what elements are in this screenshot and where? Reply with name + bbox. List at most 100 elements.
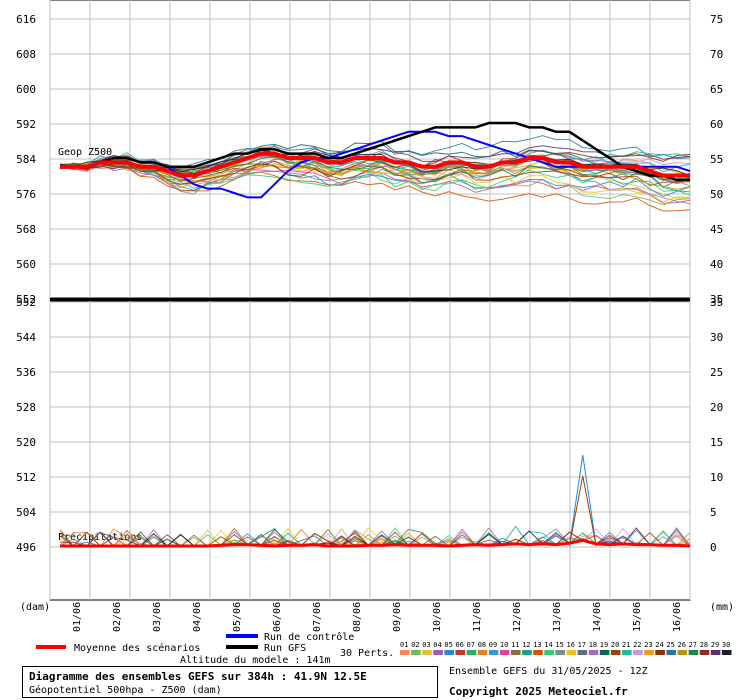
diagram-title: Diagramme des ensembles GEFS sur 384h : … bbox=[29, 670, 367, 683]
legend-pert-number: 06 bbox=[456, 641, 464, 649]
legend-pert-swatch bbox=[533, 650, 543, 655]
pert-line-top bbox=[59, 155, 691, 203]
precip-peak-line bbox=[568, 454, 597, 547]
legend-pert-number: 14 bbox=[544, 641, 552, 649]
x-tick-label: 03/06 bbox=[152, 602, 163, 632]
right-tick-label-top: 75 bbox=[710, 13, 723, 26]
legend-pert-swatch bbox=[411, 650, 421, 655]
legend-pert-number: 23 bbox=[644, 641, 652, 649]
legend-pert-number: 22 bbox=[633, 641, 641, 649]
legend-pert-swatch bbox=[644, 650, 654, 655]
legend-pert-swatch bbox=[610, 650, 621, 655]
legend-pert-swatch bbox=[666, 650, 676, 655]
right-tick-label-bottom: 30 bbox=[710, 331, 723, 344]
legend-pert-number: 08 bbox=[478, 641, 486, 649]
mean-line-bottom bbox=[60, 538, 691, 548]
legend-pert-swatch bbox=[511, 650, 521, 655]
copyright: Copyright 2025 Meteociel.fr bbox=[449, 685, 628, 698]
x-tick-label: 06/06 bbox=[272, 602, 283, 632]
legend-pert-swatch bbox=[544, 650, 554, 655]
legend-pert-swatch bbox=[699, 650, 710, 655]
legend-pert-swatch bbox=[622, 650, 632, 655]
model-altitude: Altitude du modele : 141m bbox=[180, 655, 331, 666]
ensemble-date: Ensemble GEFS du 31/05/2025 - 12Z bbox=[449, 666, 648, 677]
right-tick-label-bottom: 5 bbox=[710, 506, 717, 519]
legend-pert-swatch bbox=[433, 650, 443, 655]
legend-pert-swatch bbox=[400, 650, 410, 655]
legend-pert-swatch bbox=[721, 650, 732, 655]
legend-pert-swatch bbox=[522, 650, 532, 655]
left-tick-label-top: 568 bbox=[16, 223, 36, 236]
x-tick-label: 01/06 bbox=[72, 602, 83, 632]
right-tick-label-top: 55 bbox=[710, 153, 723, 166]
x-tick-label: 16/06 bbox=[672, 602, 683, 632]
legend-pert-swatch bbox=[688, 650, 699, 655]
x-tick-label: 11/06 bbox=[472, 602, 483, 632]
right-tick-label-top: 65 bbox=[710, 83, 723, 96]
left-tick-label-bottom: 520 bbox=[16, 436, 36, 449]
legend-pert-number: 02 bbox=[411, 641, 419, 649]
legend-pert-number: 29 bbox=[711, 641, 719, 649]
legend-pert-number: 11 bbox=[511, 641, 519, 649]
right-tick-label-bottom: 10 bbox=[710, 471, 723, 484]
precip-peak-line-2 bbox=[568, 475, 597, 547]
x-tick-label: 12/06 bbox=[512, 602, 523, 632]
pert-line-top bbox=[59, 160, 691, 187]
left-tick-label-bottom: 544 bbox=[16, 331, 36, 344]
legend-pert-swatch bbox=[633, 650, 643, 655]
left-tick-label-top: 600 bbox=[16, 83, 36, 96]
x-tick-label: 08/06 bbox=[352, 602, 363, 632]
legend-pert-swatch bbox=[588, 650, 599, 655]
right-tick-label-top: 35 bbox=[710, 293, 723, 306]
left-tick-label-top: 560 bbox=[16, 258, 36, 271]
right-tick-label-bottom: 0 bbox=[710, 541, 717, 554]
legend-pert-number: 18 bbox=[589, 641, 597, 649]
legend-mean-label: Moyenne des scénarios bbox=[74, 642, 200, 654]
left-tick-label-bottom: 496 bbox=[16, 541, 36, 554]
left-tick-label-bottom: 528 bbox=[16, 401, 36, 414]
legend-pert-number: 25 bbox=[666, 641, 674, 649]
left-tick-label-top: 592 bbox=[16, 118, 36, 131]
right-tick-label-top: 70 bbox=[710, 48, 723, 61]
x-tick-label: 10/06 bbox=[432, 602, 443, 632]
diagram-subtitle: Géopotentiel 500hpa - Z500 (dam) bbox=[29, 685, 222, 696]
legend-pert-number: 24 bbox=[655, 641, 663, 649]
legend-pert-swatch bbox=[655, 650, 665, 655]
legend-pert-number: 30 bbox=[722, 641, 730, 649]
right-tick-label-bottom: 15 bbox=[710, 436, 723, 449]
pert-line-top bbox=[59, 149, 691, 176]
legend-pert-number: 15 bbox=[555, 641, 563, 649]
right-tick-label-top: 60 bbox=[710, 118, 723, 131]
legend-pert-swatch bbox=[710, 650, 721, 655]
pert-line-top bbox=[59, 152, 691, 181]
right-tick-label-top: 40 bbox=[710, 258, 723, 271]
legend-control-label: Run de contrôle bbox=[264, 631, 354, 643]
pert-line-top bbox=[59, 162, 691, 212]
right-tick-label-top: 45 bbox=[710, 223, 723, 236]
right-tick-label-bottom: 20 bbox=[710, 401, 723, 414]
left-tick-label-top: 608 bbox=[16, 48, 36, 61]
pert-line-top bbox=[59, 155, 691, 190]
legend-pert-number: 10 bbox=[500, 641, 508, 649]
legend-pert-number: 12 bbox=[522, 641, 530, 649]
legend-perts-label: 30 Perts. bbox=[340, 648, 394, 659]
left-tick-label-bottom: 536 bbox=[16, 366, 36, 379]
x-tick-label: 15/06 bbox=[632, 602, 643, 632]
legend-pert-swatch bbox=[477, 650, 488, 655]
x-tick-label: 14/06 bbox=[592, 602, 603, 632]
legend-pert-number: 04 bbox=[433, 641, 441, 649]
legend-pert-number: 03 bbox=[422, 641, 430, 649]
legend-pert-swatch bbox=[455, 650, 466, 655]
x-tick-label: 05/06 bbox=[232, 602, 243, 632]
left-tick-label-top: 616 bbox=[16, 13, 36, 26]
legend-pert-swatch bbox=[577, 650, 588, 655]
right-tick-label-bottom: 25 bbox=[710, 366, 723, 379]
legend-pert-swatch bbox=[488, 650, 499, 655]
legend-pert-number: 19 bbox=[600, 641, 608, 649]
left-unit-label: (dam) bbox=[20, 602, 50, 613]
legend-gfs-label: Run GFS bbox=[264, 643, 306, 654]
left-tick-label-bottom: 512 bbox=[16, 471, 36, 484]
legend-pert-number: 17 bbox=[578, 641, 586, 649]
left-tick-label-top: 576 bbox=[16, 188, 36, 201]
